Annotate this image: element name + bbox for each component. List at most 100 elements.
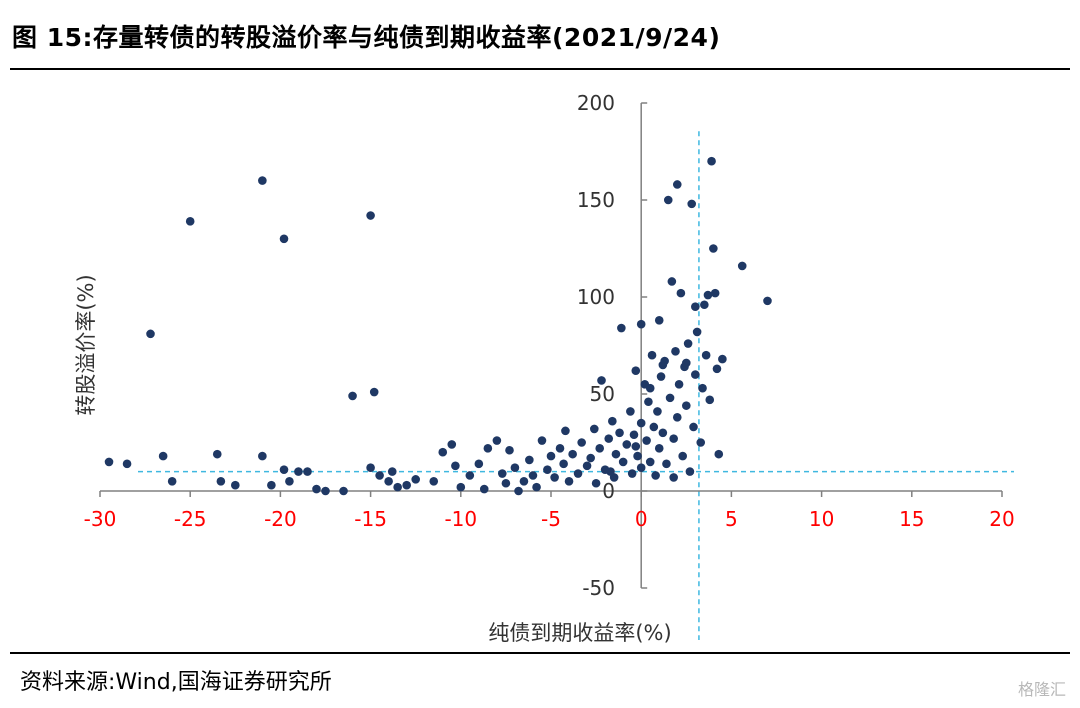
scatter-point (692, 327, 702, 337)
scatter-point (402, 480, 411, 490)
scatter-point (685, 467, 695, 476)
scatter-point (617, 323, 626, 333)
scatter-point (479, 484, 489, 494)
x-tick-label: 5 (725, 507, 738, 531)
scatter-point (279, 465, 289, 474)
scatter-point (550, 473, 559, 482)
scatter-point (604, 434, 614, 443)
x-tick-label: -5 (541, 507, 561, 531)
scatter-point (665, 393, 675, 403)
scatter-point (294, 467, 303, 476)
scatter-point (606, 467, 615, 476)
y-tick-label: 100 (577, 285, 615, 309)
scatter-point (698, 383, 707, 393)
data-points (104, 156, 772, 496)
scatter-point (654, 444, 664, 453)
scatter-point (366, 211, 375, 220)
scatter-point (519, 477, 529, 486)
scatter-point (703, 290, 713, 300)
scatter-point (763, 296, 772, 306)
scatter-point (678, 451, 687, 461)
scatter-point (532, 482, 541, 492)
y-tick-label: 200 (577, 91, 615, 115)
x-tick-label: -20 (264, 507, 297, 531)
scatter-point (525, 455, 534, 465)
scatter-point (682, 358, 691, 368)
scatter-point (231, 480, 240, 490)
scatter-point (384, 477, 393, 486)
scatter-point (279, 234, 289, 244)
scatter-point (669, 473, 678, 482)
scatter-point (369, 387, 379, 397)
scatter-point (267, 480, 276, 490)
scatter-point (615, 428, 624, 438)
scatter-point (611, 449, 621, 459)
scatter-point (366, 463, 375, 473)
scatter-point (676, 288, 686, 298)
y-tick-label: 150 (577, 188, 615, 212)
scatter-point (393, 482, 402, 492)
top-rule (10, 68, 1070, 70)
scatter-point (656, 372, 666, 381)
scatter-point (438, 447, 448, 457)
scatter-point (649, 422, 659, 432)
scatter-point (474, 459, 484, 469)
scatter-point (577, 438, 586, 447)
scatter-point (700, 300, 709, 310)
scatter-point (651, 471, 660, 480)
scatter-point (626, 407, 635, 416)
scatter-point (631, 366, 641, 376)
scatter-point (510, 463, 520, 473)
scatter-point (586, 453, 595, 463)
x-axis-label: 纯债到期收益率(%) (488, 621, 671, 645)
axes (99, 102, 1003, 589)
scatter-point (629, 430, 639, 440)
scatter-point (348, 391, 357, 401)
scatter-point (555, 444, 565, 453)
y-tick-label: 0 (602, 479, 615, 503)
scatter-point (167, 477, 177, 486)
scatter-point (683, 339, 693, 348)
scatter-point (216, 477, 226, 486)
scatter-point (672, 180, 682, 189)
scatter-point (718, 354, 727, 364)
scatter-point (387, 467, 397, 476)
scatter-point (622, 440, 632, 449)
scatter-point (667, 277, 677, 286)
x-tick-label: -15 (354, 507, 387, 531)
scatter-point (631, 442, 641, 451)
source-note: 资料来源:Wind,国海证券研究所 (20, 670, 332, 695)
scatter-point (429, 477, 439, 486)
scatter-point (669, 434, 678, 443)
scatter-point (691, 302, 700, 312)
scatter-point (339, 486, 348, 496)
scatter-point (258, 451, 267, 461)
scatter-point (185, 217, 195, 226)
scatter-point (737, 261, 747, 271)
scatter-point (492, 436, 502, 445)
x-tick-label: 10 (809, 507, 834, 531)
scatter-point (636, 319, 646, 329)
scatter-point (104, 457, 114, 467)
scatter-point (618, 457, 628, 467)
scatter-point (636, 418, 646, 428)
scatter-point (561, 426, 570, 436)
scatter-point (653, 407, 662, 416)
scatter-chart: -30 -25 -20 -15 -10 -5 0 5 10 15 20-50050100150200… (74, 91, 1015, 645)
scatter-point (707, 156, 716, 166)
scatter-point (654, 315, 664, 325)
scatter-point (573, 469, 583, 478)
scatter-point (672, 412, 682, 422)
scatter-point (146, 329, 155, 339)
scatter-point (451, 461, 460, 471)
scatter-point (375, 471, 384, 480)
x-tick-label: -25 (174, 507, 207, 531)
scatter-point (627, 469, 637, 478)
scatter-point (705, 395, 715, 405)
scatter-point (645, 457, 655, 467)
scatter-point (662, 459, 671, 469)
scatter-point (505, 445, 514, 455)
scatter-point (285, 477, 294, 486)
scatter-point (312, 484, 321, 494)
